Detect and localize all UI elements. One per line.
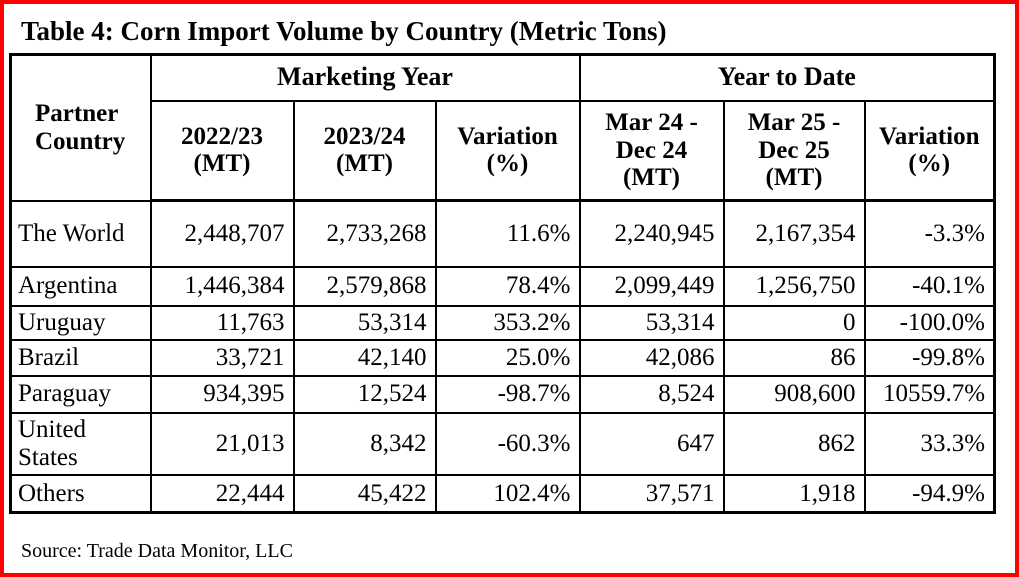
value-cell: 353.2% xyxy=(434,304,581,341)
value-cell: -40.1% xyxy=(863,265,996,307)
value-cell: 53,314 xyxy=(292,304,437,341)
value-cell: 25.0% xyxy=(434,338,581,377)
country-cell: Paraguay xyxy=(9,374,152,414)
table-row-argentina: Argentina 1,446,384 2,579,868 78.4% 2,09… xyxy=(9,265,996,307)
col-header-2023-24-mt: 2023/24 (MT) xyxy=(292,99,437,202)
value-cell: 8,524 xyxy=(578,374,725,414)
value-cell: -94.9% xyxy=(863,473,996,514)
value-cell: 1,446,384 xyxy=(149,265,295,307)
value-cell: 647 xyxy=(578,411,725,476)
country-cell: Others xyxy=(9,473,152,514)
value-cell: 908,600 xyxy=(722,374,866,414)
value-cell: 2,733,268 xyxy=(292,199,437,268)
country-cell: United States xyxy=(9,411,152,476)
table-row-others: Others 22,444 45,422 102.4% 37,571 1,918… xyxy=(9,473,996,514)
value-cell: 42,140 xyxy=(292,338,437,377)
table-title: Table 4: Corn Import Volume by Country (… xyxy=(21,16,667,46)
value-cell: 1,256,750 xyxy=(722,265,866,307)
value-cell: 2,167,354 xyxy=(722,199,866,268)
value-cell: 1,918 xyxy=(722,473,866,514)
value-cell: 86 xyxy=(722,338,866,377)
value-cell: 33.3% xyxy=(863,411,996,476)
header-group-marketing-year: Marketing Year xyxy=(149,53,581,102)
value-cell: 78.4% xyxy=(434,265,581,307)
value-cell: 22,444 xyxy=(149,473,295,514)
value-cell: 12,524 xyxy=(292,374,437,414)
value-cell: 45,422 xyxy=(292,473,437,514)
value-cell: 11.6% xyxy=(434,199,581,268)
col-header-mar25-dec25: Mar 25 - Dec 25 (MT) xyxy=(722,99,866,202)
value-cell: 2,579,868 xyxy=(292,265,437,307)
value-cell: 2,448,707 xyxy=(149,199,295,268)
col-header-2022-23-mt: 2022/23 (MT) xyxy=(149,99,295,202)
col-header-ytd-variation: Variation (%) xyxy=(863,99,996,202)
value-cell: -98.7% xyxy=(434,374,581,414)
value-cell: -99.8% xyxy=(863,338,996,377)
col-header-mar24-dec24: Mar 24 - Dec 24 (MT) xyxy=(578,99,725,202)
value-cell: -100.0% xyxy=(863,304,996,341)
header-group-year-to-date: Year to Date xyxy=(578,53,996,102)
value-cell: 0 xyxy=(722,304,866,341)
corn-import-table: Partner Country Marketing Year Year to D… xyxy=(9,53,997,514)
value-cell: 2,099,449 xyxy=(578,265,725,307)
column-header-row: 2022/23 (MT) 2023/24 (MT) Variation (%) … xyxy=(11,99,996,202)
value-cell: 33,721 xyxy=(149,338,295,377)
value-cell: 2,240,945 xyxy=(578,199,725,268)
header-partner-country: Partner Country xyxy=(9,53,152,202)
value-cell: 10559.7% xyxy=(863,374,996,414)
country-cell: Argentina xyxy=(9,265,152,307)
country-cell: The World xyxy=(9,199,152,268)
value-cell: 53,314 xyxy=(578,304,725,341)
group-header-row: Partner Country Marketing Year Year to D… xyxy=(9,53,996,202)
value-cell: -3.3% xyxy=(863,199,996,268)
value-cell: -60.3% xyxy=(434,411,581,476)
table-row-paraguay: Paraguay 934,395 12,524 -98.7% 8,524 908… xyxy=(9,374,996,414)
value-cell: 862 xyxy=(722,411,866,476)
value-cell: 21,013 xyxy=(149,411,295,476)
value-cell: 8,342 xyxy=(292,411,437,476)
country-cell: Uruguay xyxy=(9,304,152,341)
table-row-the-world: The World 2,448,707 2,733,268 11.6% 2,24… xyxy=(9,199,996,268)
table-row-brazil: Brazil 33,721 42,140 25.0% 42,086 86 -99… xyxy=(9,338,996,377)
value-cell: 42,086 xyxy=(578,338,725,377)
table-row-united-states: United States 21,013 8,342 -60.3% 647 86… xyxy=(9,411,996,476)
table-row-uruguay: Uruguay 11,763 53,314 353.2% 53,314 0 -1… xyxy=(9,304,996,341)
value-cell: 102.4% xyxy=(434,473,581,514)
value-cell: 37,571 xyxy=(578,473,725,514)
value-cell: 11,763 xyxy=(149,304,295,341)
value-cell: 934,395 xyxy=(149,374,295,414)
col-header-my-variation: Variation (%) xyxy=(434,99,581,202)
source-note: Source: Trade Data Monitor, LLC xyxy=(21,540,293,562)
country-cell: Brazil xyxy=(9,338,152,377)
